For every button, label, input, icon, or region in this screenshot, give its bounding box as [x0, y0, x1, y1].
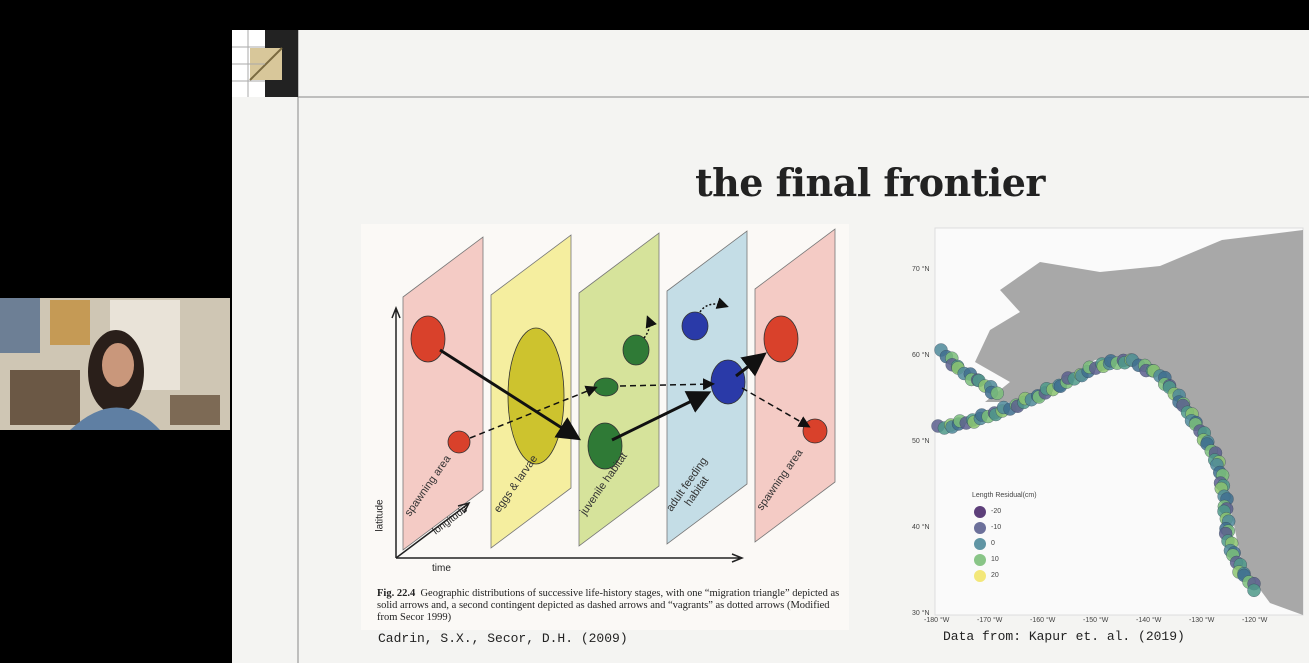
legend-label: 0	[991, 540, 995, 547]
observation-marker	[1247, 583, 1261, 598]
arrows	[439, 297, 811, 442]
lon-label: -160 °W	[1030, 617, 1056, 624]
lat-label: 30 °N	[912, 610, 930, 617]
lon-label: -170 °W	[977, 617, 1003, 624]
axis-label: latitude	[374, 499, 386, 532]
caption-text: Geographic distributions of successive l…	[377, 588, 840, 623]
legend-swatch	[974, 538, 986, 550]
habitat-panel	[754, 228, 836, 543]
legend-swatch	[974, 570, 986, 582]
observation-marker	[990, 386, 1004, 400]
legend-label: -10	[991, 524, 1002, 531]
lon-label: -150 °W	[1083, 617, 1109, 624]
figure-caption: Fig. 22.4 Geographic distributions of su…	[377, 588, 842, 624]
lat-label: 70 °N	[912, 266, 930, 273]
lat-label: 40 °N	[912, 524, 930, 531]
lon-label: -130 °W	[1189, 617, 1215, 624]
lon-label: -140 °W	[1136, 617, 1162, 624]
webcam	[0, 298, 230, 430]
legend-label: -20	[991, 508, 1002, 515]
lon-label: -180 °W	[924, 617, 950, 624]
legend-swatch	[974, 506, 986, 518]
land	[975, 230, 1303, 615]
slide-title: the final frontier	[695, 160, 1045, 205]
logo	[232, 30, 298, 97]
habitat-panel	[402, 236, 484, 551]
lat-label: 60 °N	[912, 352, 930, 359]
citation: Data from: Kapur et. al. (2019)	[943, 629, 1185, 644]
axes	[391, 305, 745, 563]
legend-title: Length Residual(cm)	[972, 492, 1037, 499]
legend-swatch	[974, 522, 986, 534]
stage-marks	[410, 311, 828, 470]
legend-label: 20	[991, 572, 999, 579]
legend-label: 10	[991, 556, 999, 563]
axis-label: time	[432, 563, 451, 574]
citation: Cadrin, S.X., Secor, D.H. (2009)	[378, 631, 628, 646]
legend-swatch	[974, 554, 986, 566]
lon-label: -120 °W	[1242, 617, 1268, 624]
lat-label: 50 °N	[912, 438, 930, 445]
caption-label: Fig. 22.4	[377, 588, 416, 599]
